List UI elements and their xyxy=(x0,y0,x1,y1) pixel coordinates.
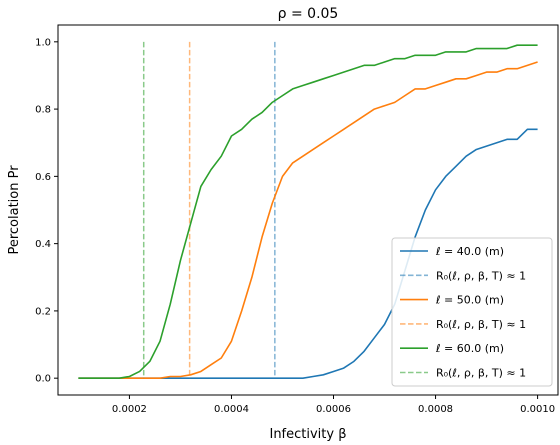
legend-label: ℓ = 60.0 (m) xyxy=(435,342,504,355)
legend-label: R₀(ℓ, ρ, β, T) ≈ 1 xyxy=(436,269,526,282)
y-tick-label: 0.2 xyxy=(35,306,51,317)
legend: ℓ = 40.0 (m) R₀(ℓ, ρ, β, T) ≈ 1 ℓ = 50.0 (… xyxy=(391,237,553,387)
x-tick-label: 0.0002 xyxy=(112,404,147,415)
x-tick-label: 0.0010 xyxy=(520,404,555,415)
x-tick-label: 0.0008 xyxy=(418,404,453,415)
legend-label: ℓ = 40.0 (m) xyxy=(435,245,504,258)
y-tick-label: 0.0 xyxy=(35,374,51,385)
legend-label: R₀(ℓ, ρ, β, T) ≈ 1 xyxy=(436,318,526,331)
y-tick-label: 0.8 xyxy=(35,105,51,116)
axes-frame xyxy=(57,24,559,396)
legend-box xyxy=(391,237,553,387)
x-tick-label: 0.0006 xyxy=(316,404,351,415)
x-axis: 0.0002 0.0004 0.0006 0.0008 0.0010 xyxy=(112,395,555,415)
y-tick-label: 1.0 xyxy=(35,37,51,48)
y-tick-label: 0.6 xyxy=(35,172,51,183)
y-axis: 0.0 0.2 0.4 0.6 0.8 1.0 xyxy=(35,37,58,385)
series-line-4 xyxy=(78,44,538,379)
x-tick-label: 0.0004 xyxy=(214,404,249,415)
y-tick-label: 0.4 xyxy=(35,239,51,250)
legend-label: ℓ = 50.0 (m) xyxy=(435,294,504,307)
series-line-2 xyxy=(78,61,538,379)
legend-label: R₀(ℓ, ρ, β, T) ≈ 1 xyxy=(436,367,526,380)
chart-title: ρ = 0.05 xyxy=(278,6,339,22)
y-axis-label: Percolation Pr xyxy=(7,165,22,255)
x-axis-label: Infectivity β xyxy=(269,427,346,442)
plot-area xyxy=(78,41,538,379)
